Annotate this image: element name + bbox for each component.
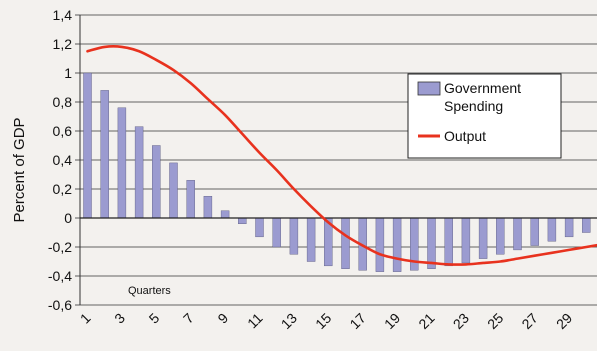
bar-government-spending xyxy=(117,107,127,219)
legend-label-government-spending-line1: Government xyxy=(444,80,521,96)
bar-government-spending xyxy=(341,217,350,269)
bar-government-spending xyxy=(582,217,591,233)
bar-government-spending xyxy=(478,217,488,259)
bar-government-spending xyxy=(272,217,281,248)
legend: Government Spending Output xyxy=(407,73,562,159)
bar-government-spending xyxy=(547,217,557,242)
y-tick-label: 0,6 xyxy=(53,123,73,139)
bar-government-spending xyxy=(186,180,195,219)
bar-government-spending xyxy=(134,126,144,219)
x-tick-label: 15 xyxy=(312,310,334,332)
legend-swatch-government-spending xyxy=(417,81,441,96)
y-tick-label: -0,4 xyxy=(48,268,72,284)
y-tick-label: -0,2 xyxy=(48,239,72,255)
x-tick-label: 25 xyxy=(484,310,506,332)
x-tick-label: 23 xyxy=(450,310,472,332)
x-tick-label: 11 xyxy=(244,310,266,332)
quarters-annotation: Quarters xyxy=(128,285,171,297)
bar-government-spending xyxy=(255,217,264,238)
y-axis-label: Percent of GDP xyxy=(11,117,28,222)
bar-government-spending xyxy=(203,196,213,219)
bar-government-spending xyxy=(513,217,522,251)
x-tick-label: 7 xyxy=(180,310,197,327)
bar-government-spending xyxy=(461,217,471,264)
x-axis-ticks: 1 3 5 7 9 11 13 15 17 19 21 23 25 27 29 xyxy=(77,310,576,332)
y-tick-label: -0,6 xyxy=(48,297,72,313)
x-tick-label: 21 xyxy=(415,310,437,332)
y-tick-label: 0,4 xyxy=(53,152,73,168)
bar-government-spending xyxy=(289,217,299,255)
bar-government-spending xyxy=(238,217,247,224)
bar-government-spending xyxy=(427,217,436,269)
x-tick-label: 19 xyxy=(381,310,403,332)
y-tick-label: 0,2 xyxy=(53,181,73,197)
y-tick-label: 0,8 xyxy=(53,94,73,110)
x-tick-label: 9 xyxy=(214,310,231,327)
y-tick-label: 0 xyxy=(64,210,72,226)
x-tick-label: 29 xyxy=(553,310,575,332)
bar-government-spending xyxy=(306,217,316,262)
x-tick-label: 5 xyxy=(146,310,163,327)
y-tick-label: 1 xyxy=(64,65,72,81)
gridlines xyxy=(79,14,597,306)
bar-government-spending xyxy=(564,217,574,238)
bar-government-spending xyxy=(530,217,539,246)
bar-government-spending xyxy=(444,217,453,267)
y-tick-label: 1,2 xyxy=(53,36,73,52)
x-tick-label: 17 xyxy=(346,310,368,332)
series-line-output xyxy=(86,45,597,266)
legend-label-government-spending-line2: Spending xyxy=(444,98,503,114)
bar-government-spending xyxy=(169,162,178,219)
bar-government-spending xyxy=(152,145,161,219)
y-axis-ticks: 1,4 1,2 1 0,8 0,6 0,4 0,2 0 -0,2 -0,4 -0,6 xyxy=(48,7,80,313)
bar-government-spending xyxy=(83,72,92,219)
bar-government-spending xyxy=(496,217,505,255)
bar-government-spending xyxy=(100,90,109,219)
legend-label-output: Output xyxy=(444,128,486,144)
y-tick-label: 1,4 xyxy=(53,7,73,23)
bars-government-spending xyxy=(83,72,591,272)
x-tick-label: 27 xyxy=(518,310,540,332)
x-tick-label: 3 xyxy=(111,310,128,327)
bar-government-spending xyxy=(220,210,230,219)
line-output xyxy=(86,45,597,266)
bar-government-spending xyxy=(392,217,402,272)
bar-government-spending xyxy=(375,217,385,272)
x-tick-label: 13 xyxy=(278,310,300,332)
x-tick-label: 1 xyxy=(77,310,94,327)
